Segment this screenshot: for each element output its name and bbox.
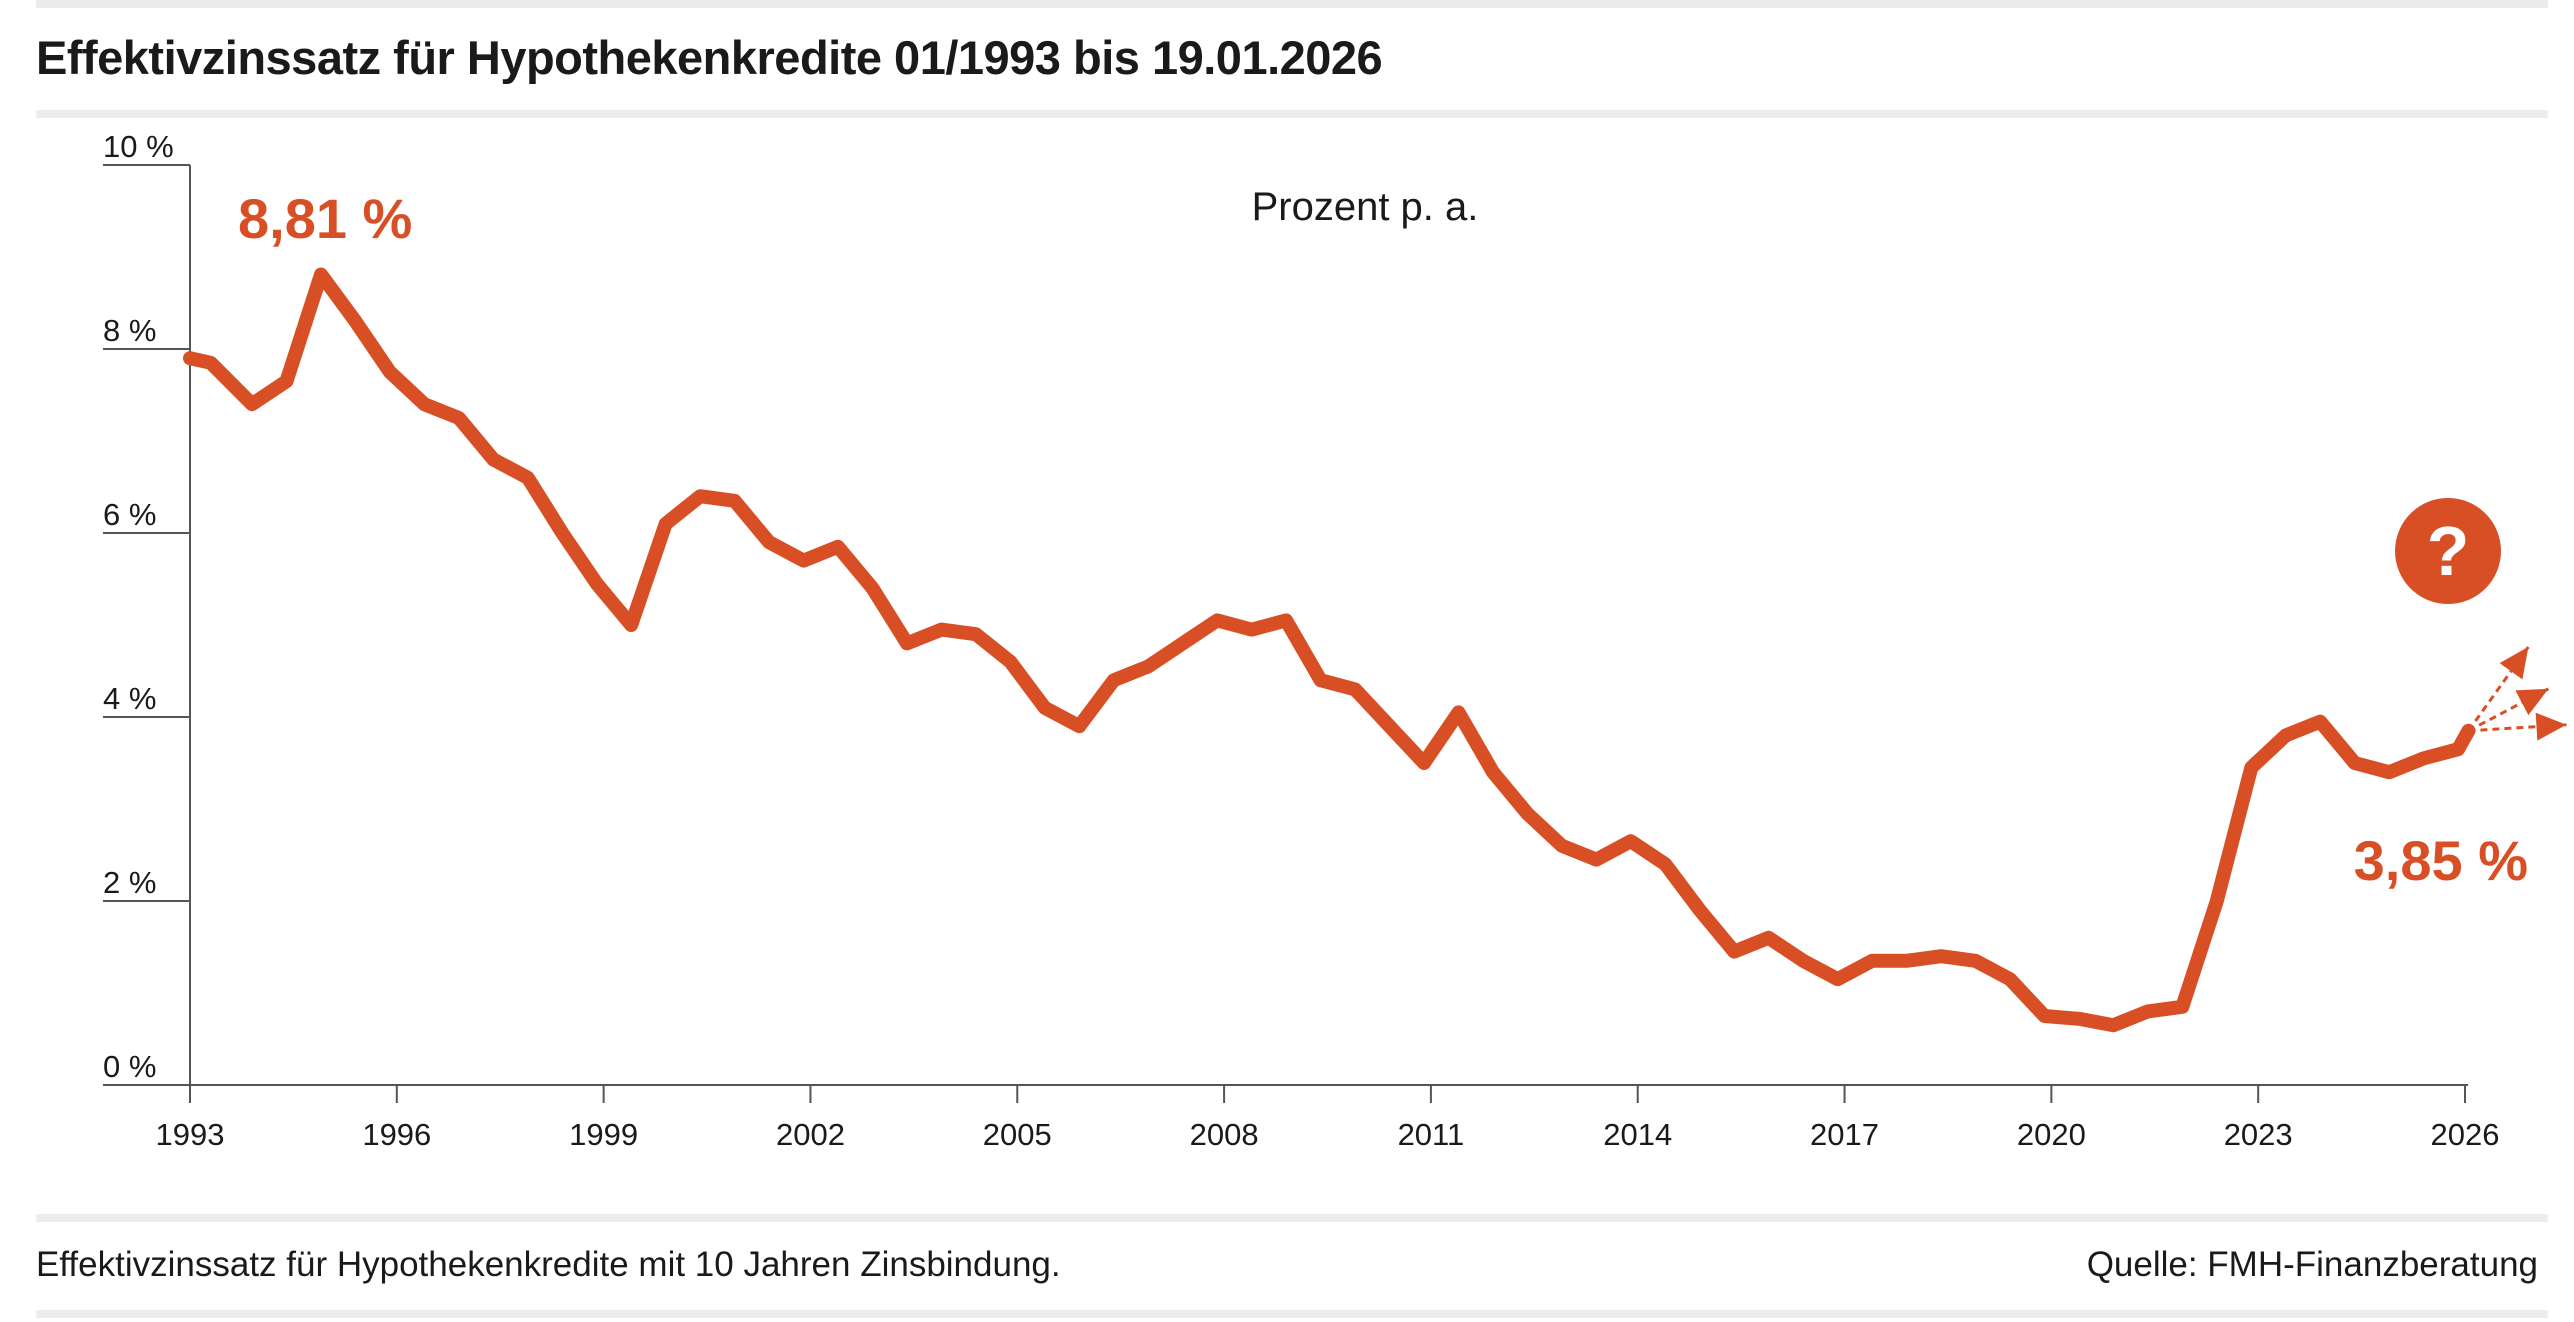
chart-title: Effektivzinssatz für Hypothekenkredite 0…	[36, 31, 1383, 84]
x-tick-label: 2023	[2224, 1117, 2293, 1152]
x-tick-label: 1996	[362, 1117, 431, 1152]
x-tick-label: 2002	[776, 1117, 845, 1152]
question-icon	[2395, 498, 2501, 604]
unit-label: Prozent p. a.	[1252, 185, 1479, 229]
footer-rule	[36, 1214, 2548, 1222]
forecast-arrow-line	[2468, 723, 2567, 733]
y-tick-label: 6 %	[103, 497, 156, 532]
bottom-rule	[36, 1310, 2548, 1318]
y-tick-label: 10 %	[103, 129, 174, 164]
y-tick-label: 8 %	[103, 313, 156, 348]
y-tick-label: 0 %	[103, 1049, 156, 1084]
question-mark-label: ?	[2427, 512, 2470, 590]
x-tick-label: 2026	[2431, 1117, 2500, 1152]
forecast-arrow-head	[2535, 712, 2567, 741]
x-tick-label: 2008	[1190, 1117, 1259, 1152]
footnote: Effektivzinssatz für Hypothekenkredite m…	[36, 1245, 1061, 1284]
forecast-arrow-head	[2515, 688, 2549, 716]
x-tick-label: 2017	[1810, 1117, 1879, 1152]
x-tick-label: 1993	[156, 1117, 225, 1152]
peak-value-label: 8,81 %	[238, 187, 412, 250]
latest-value-label: 3,85 %	[2354, 829, 2528, 892]
top-rule	[36, 0, 2548, 8]
y-tick-label: 2 %	[103, 865, 156, 900]
y-tick-label: 4 %	[103, 681, 156, 716]
x-tick-label: 2020	[2017, 1117, 2086, 1152]
x-tick-label: 1999	[569, 1117, 638, 1152]
source-credit: Quelle: FMH-Finanzberatung	[2086, 1245, 2538, 1284]
forecast-arrow-head	[2499, 646, 2529, 680]
series-line-effektivzinssatz	[183, 267, 2476, 1033]
x-tick-label: 2011	[1398, 1117, 1465, 1152]
x-tick-label: 2005	[983, 1117, 1052, 1152]
title-rule	[36, 110, 2548, 118]
x-tick-label: 2014	[1603, 1117, 1672, 1152]
